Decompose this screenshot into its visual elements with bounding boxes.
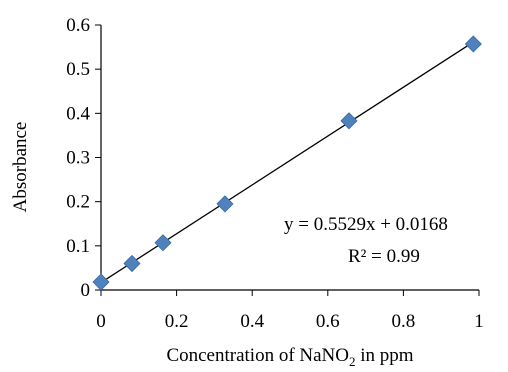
trendline-equation: y = 0.5529x + 0.0168 [284,214,448,235]
y-tick-label: 0.5 [66,59,90,80]
x-tick-label: 0 [96,311,106,332]
y-tick-label: 0.2 [66,192,90,213]
x-axis-title-main: Concentration of NaNO [166,345,349,366]
data-point [154,234,172,252]
x-tick-label: 0.8 [392,311,416,332]
x-axis-title-tail: in ppm [356,345,414,366]
y-axis-ticks: 0 0.1 0.2 0.3 0.4 0.5 0.6 [66,15,101,301]
x-axis-title-subscript: 2 [349,354,356,369]
data-point [464,35,482,53]
x-tick-label: 0.4 [240,311,264,332]
y-axis-title: Absorbance [10,122,31,213]
trendline-r-squared: R² = 0.99 [348,246,420,267]
y-tick-label: 0.3 [66,148,90,169]
x-tick-label: 0.6 [316,311,340,332]
data-point [123,254,141,273]
y-tick-label: 0.6 [66,15,90,36]
data-points [92,35,482,291]
x-axis-ticks: 0 0.2 0.4 0.6 0.8 1 [96,290,484,332]
x-axis-title: Concentration of NaNO2 in ppm [166,345,413,369]
x-tick-label: 1 [474,311,484,332]
x-tick-label: 0.2 [165,311,189,332]
data-point [92,273,110,291]
axes [100,25,479,291]
y-tick-label: 0.1 [66,236,90,257]
y-tick-label: 0.4 [66,103,90,124]
y-tick-label: 0 [81,280,91,301]
data-point [340,112,358,130]
data-point [216,195,234,213]
